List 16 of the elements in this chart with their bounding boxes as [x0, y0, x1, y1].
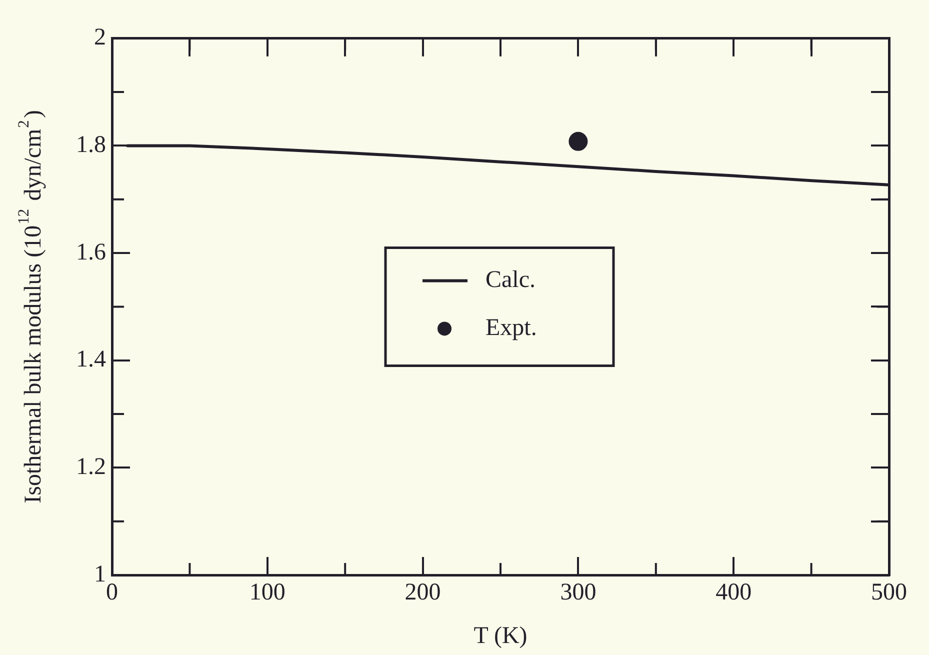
y-tick-label: 1	[94, 561, 106, 588]
x-axis-title: T (K)	[474, 622, 528, 649]
y-tick-label: 2	[94, 24, 106, 51]
x-tick-label: 300	[560, 580, 596, 606]
y-tick-label: 1.4	[76, 346, 106, 373]
y-axis-title: Isothermal bulk modulus (1012 dyn/cm2)	[15, 110, 46, 504]
legend-label: Expt.	[486, 314, 537, 341]
x-tick-label: 100	[249, 580, 286, 606]
y-tick-label: 1.8	[76, 132, 106, 158]
y-tick-label: 1.6	[76, 239, 106, 266]
x-tick-label: 200	[404, 580, 441, 606]
x-tick-label: 500	[871, 580, 907, 606]
x-tick-label: 400	[716, 580, 752, 606]
y-tick-label: 1.2	[76, 454, 106, 480]
x-tick-label: 0	[106, 580, 118, 606]
legend-label: Calc.	[486, 266, 536, 293]
